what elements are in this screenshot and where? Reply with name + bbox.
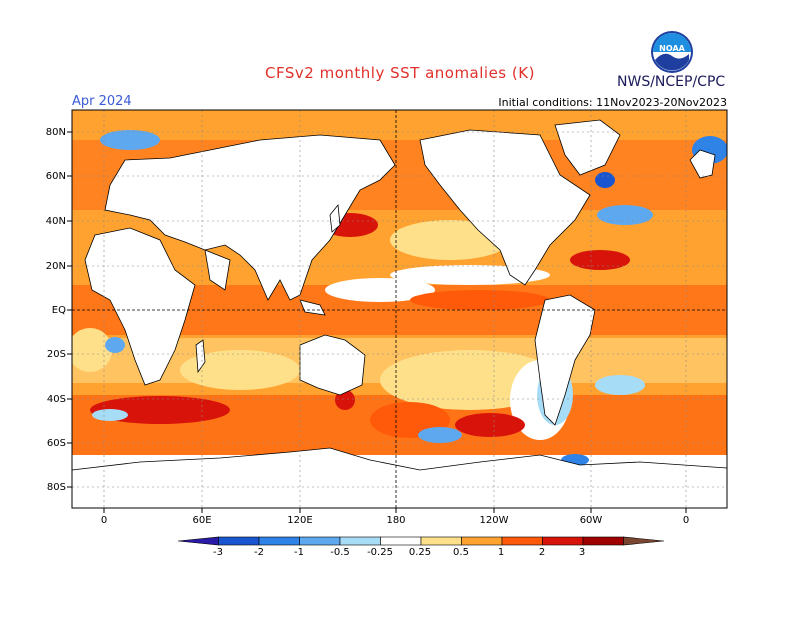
colorbar-segment bbox=[258, 536, 300, 546]
lon-label: 60W bbox=[580, 515, 603, 526]
colorbar-segment bbox=[177, 536, 219, 546]
colorbar-segment bbox=[582, 536, 624, 546]
colorbar-segment bbox=[623, 536, 665, 546]
map-title: CFSv2 monthly SST anomalies (K) bbox=[265, 64, 535, 82]
colorbar-labels: -3 -2 -1 -0.5 -0.25 0.25 0.5 1 2 3 bbox=[213, 547, 585, 558]
forecast-period: Apr 2024 bbox=[72, 94, 132, 109]
noaa-logo-text: NOAA bbox=[659, 44, 685, 53]
lat-label: 60N bbox=[46, 171, 66, 182]
colorbar-segment bbox=[380, 536, 422, 546]
colorbar-tick: 0.5 bbox=[453, 547, 469, 558]
anomaly-field bbox=[72, 110, 727, 508]
lat-label: 80N bbox=[46, 127, 66, 138]
colorbar-tick: -3 bbox=[213, 547, 223, 558]
colorbar-tick: 1 bbox=[498, 547, 504, 558]
longitude-labels: 0 60E 120E 180 120W 60W 0 bbox=[101, 515, 689, 526]
colorbar bbox=[177, 536, 665, 546]
colorbar-tick: -2 bbox=[254, 547, 264, 558]
colorbar-tick: -1 bbox=[294, 547, 304, 558]
colorbar-segment bbox=[339, 536, 381, 546]
lat-label: 40S bbox=[47, 394, 66, 405]
colorbar-segment bbox=[501, 536, 543, 546]
lat-label: 80S bbox=[47, 482, 66, 493]
colorbar-segment bbox=[218, 536, 260, 546]
graticule bbox=[72, 110, 727, 508]
colorbar-segment bbox=[420, 536, 462, 546]
colorbar-segment bbox=[299, 536, 341, 546]
lon-label: 120W bbox=[480, 515, 509, 526]
noaa-logo: NOAA bbox=[650, 30, 694, 78]
colorbar-segment bbox=[542, 536, 584, 546]
colorbar-tick: -0.5 bbox=[330, 547, 350, 558]
lat-label: 60S bbox=[47, 438, 66, 449]
colorbar-tick: 2 bbox=[539, 547, 545, 558]
agency-label: NWS/NCEP/CPC bbox=[617, 74, 726, 90]
map-frame bbox=[71, 109, 728, 509]
lon-label: 60E bbox=[192, 515, 211, 526]
lat-label: EQ bbox=[52, 305, 66, 316]
equator-dateline bbox=[72, 110, 727, 508]
initial-conditions: Initial conditions: 11Nov2023-20Nov2023 bbox=[498, 96, 727, 109]
lon-label: 120E bbox=[287, 515, 312, 526]
lon-label: 0 bbox=[101, 515, 107, 526]
lat-label: 20S bbox=[47, 349, 66, 360]
lat-label: 20N bbox=[46, 261, 66, 272]
colorbar-tick: 3 bbox=[579, 547, 585, 558]
lon-label: 0 bbox=[683, 515, 689, 526]
colorbar-segment bbox=[461, 536, 503, 546]
colorbar-tick: 0.25 bbox=[409, 547, 431, 558]
lat-label: 40N bbox=[46, 216, 66, 227]
lon-label: 180 bbox=[386, 515, 405, 526]
colorbar-tick: -0.25 bbox=[367, 547, 393, 558]
latitude-labels: 80N 60N 40N 20N EQ 20S 40S 60S 80S bbox=[46, 127, 66, 493]
